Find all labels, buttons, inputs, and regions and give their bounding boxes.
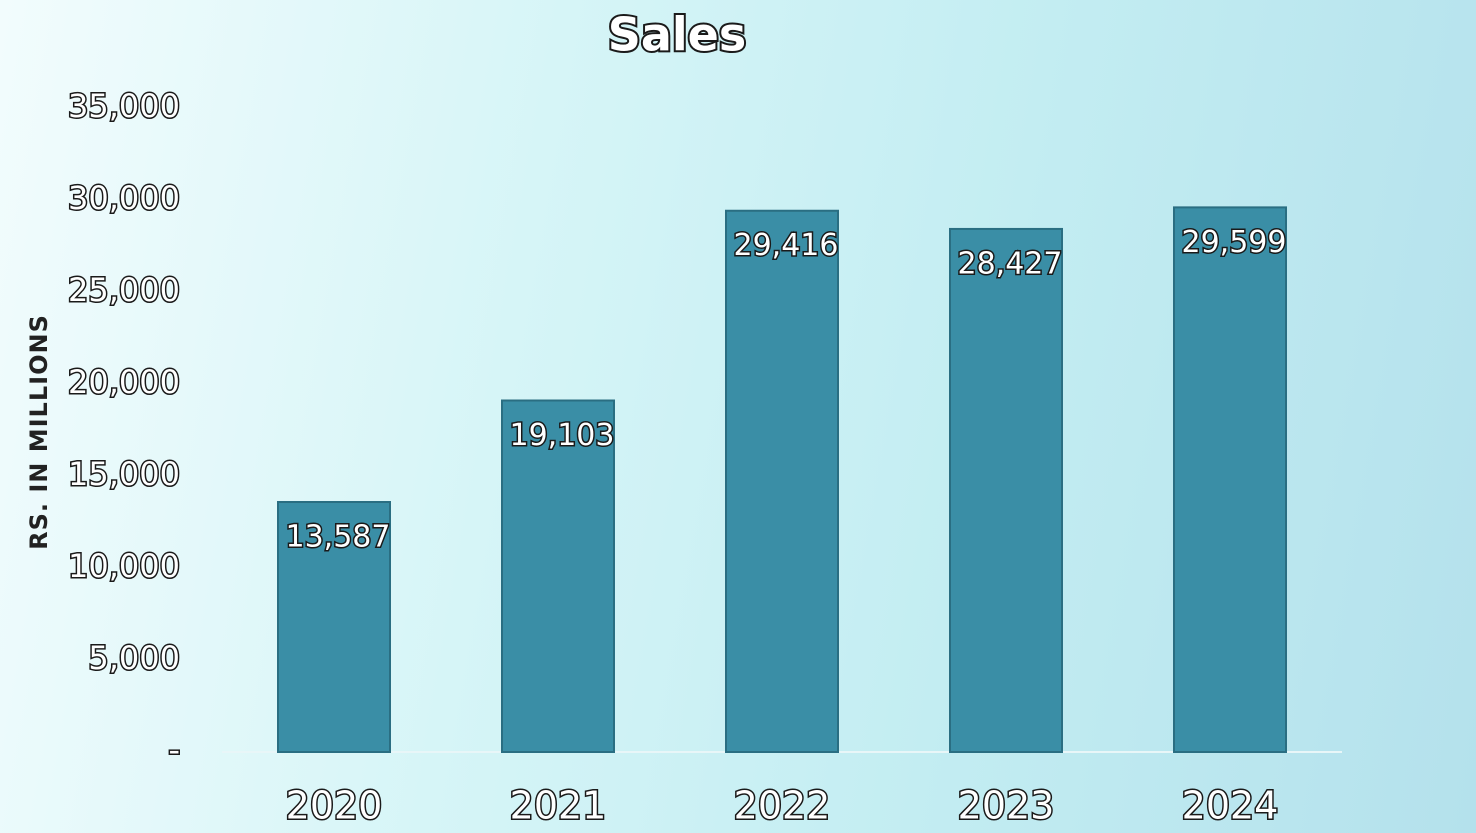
bar [1173,206,1287,753]
y-tick-label: 25,000 [68,271,180,309]
value-label: 29,599 [1182,225,1287,260]
y-tick-label: 30,000 [68,179,180,217]
y-tick-label: - [168,731,180,769]
y-tick-label: 20,000 [68,363,180,401]
x-tick-label: 2020 [286,784,383,828]
value-label: 13,587 [286,519,391,554]
y-tick-label: 10,000 [68,547,180,585]
x-tick-label: 2021 [510,784,607,828]
y-tick-label: 5,000 [88,639,180,677]
bar [949,227,1063,754]
y-axis-label: RS. IN MILLIONS [25,314,53,550]
value-label: 29,416 [734,228,839,263]
y-tick-label: 35,000 [68,87,180,125]
chart-title: Sales [608,8,747,62]
x-tick-label: 2023 [958,784,1055,828]
value-label: 19,103 [510,418,615,453]
x-tick-label: 2022 [734,784,831,828]
x-tick-label: 2024 [1182,784,1279,828]
bar [501,399,615,753]
bar [277,500,391,753]
bar [725,209,839,753]
value-label: 28,427 [958,246,1063,281]
y-tick-label: 15,000 [68,455,180,493]
